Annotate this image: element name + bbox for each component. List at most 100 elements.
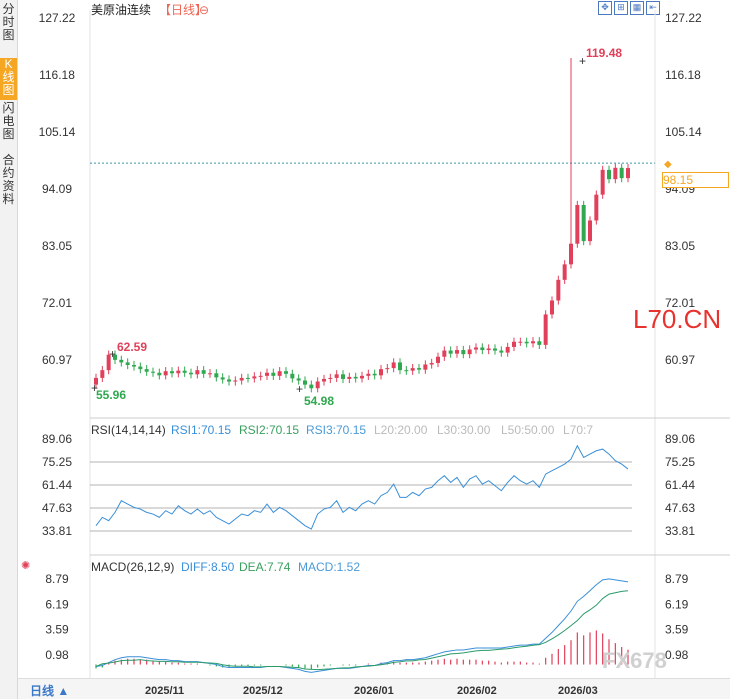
back-icon[interactable]: ⇤ [646,1,660,15]
macd-y-tick-right: 6.19 [665,597,689,611]
candle-body [144,369,149,372]
candle-body [189,372,193,375]
rsi-y-tick: 47.63 [42,501,72,515]
candle-body [467,349,472,355]
circle-icon[interactable]: ⊖ [199,3,210,17]
y-tick-left: 94.09 [42,182,72,196]
candle-body [265,372,269,376]
candle-body [398,362,402,371]
period-toggle[interactable]: 日线 ▲ [30,684,70,698]
rsi-y-tick-right: 61.44 [665,478,695,492]
candle-body [493,348,497,351]
macd-y-tick-right: 3.59 [665,623,689,637]
tab-kline[interactable]: K线图 [0,58,17,100]
candle-body [94,377,98,385]
rsi2-label: RSI2:70.15 [239,423,300,437]
candle-body [284,371,288,374]
candle-body [372,373,377,376]
low2-label: 54.98 [304,394,335,408]
candle-body [201,370,206,374]
candle-body [271,372,276,376]
low1-marker: + [91,381,98,395]
l30-label: L30:30.00 [437,423,491,437]
candle-body [100,370,105,378]
x-tick: 2025/11 [145,685,185,697]
candle-body [239,377,244,381]
dea-label: DEA:7.74 [239,560,291,574]
candle-body [600,169,605,195]
candle-body [246,377,250,379]
candle-body [163,371,168,376]
candle-body [208,373,212,375]
y-tick-left: 60.97 [42,353,72,367]
candle-body [531,341,535,344]
candle-body [353,376,358,379]
dea-line [95,590,629,671]
tab-flash[interactable]: 闪电图 [2,101,15,141]
candle-body [588,220,592,242]
candle-body [448,350,453,354]
candle-body [125,362,130,366]
candle-body [385,368,390,370]
candle-body [455,350,459,354]
candle-body [512,341,516,347]
l50-label: L50:50.00 [501,423,555,437]
candle-body [562,264,567,280]
candle-body [429,362,434,365]
candle-body [290,373,295,379]
candle-body [518,341,523,343]
candle-body [132,365,136,367]
candle-body [442,350,447,357]
high-marker: + [579,54,586,68]
candle-body [195,370,200,375]
settings-icon[interactable]: ✺ [21,560,31,572]
y-tick-left: 105.14 [39,125,76,139]
candle-body [569,243,573,265]
rsi-y-tick-right: 89.06 [665,432,695,446]
candle-body [607,169,611,180]
macd-y-tick: 0.98 [45,648,69,662]
move-icon[interactable]: ✥ [598,1,612,15]
rsi-title: RSI(14,14,14) [91,423,166,437]
candle-body [220,377,225,380]
candle-body [347,376,352,379]
y-tick-left: 72.01 [42,296,72,310]
macd-value-label: MACD:1.52 [298,560,361,574]
macd-title: MACD(26,12,9) [91,560,175,574]
tab-timeshare[interactable]: 分时图 [2,2,15,42]
candle-body [581,204,586,242]
chart-title: 美原油连续 [91,3,152,17]
candle-body [303,380,307,385]
x-tick: 2026/02 [457,685,497,697]
x-tick: 2025/12 [243,685,283,697]
candle-body [626,168,630,179]
mid-label: 62.59 [117,340,148,354]
y-tick-left: 127.22 [39,11,76,25]
zoom-icon[interactable]: ⊞ [614,1,628,15]
candle-body [322,378,326,382]
rsi-y-tick-right: 33.81 [665,524,695,538]
candle-body [410,368,415,371]
candle-body [258,375,263,377]
period-label[interactable]: 【日线】 [159,3,208,17]
candle-body [360,375,364,379]
macd-y-tick-right: 8.79 [665,572,689,586]
x-tick: 2026/03 [558,685,598,697]
candle-body [474,347,478,350]
macd-y-tick: 3.59 [45,623,69,637]
candle-body [315,381,320,389]
y-tick-left: 83.05 [42,239,72,253]
candle-body [543,314,548,345]
mid-marker: + [109,347,116,361]
candle-body [227,379,231,382]
y-tick-right: 105.14 [665,125,702,139]
low2-marker: + [296,382,303,396]
brand-watermark: FX678 [602,648,667,673]
tab-contract[interactable]: 合约资料 [2,153,15,206]
grid-icon[interactable]: ▦ [630,1,644,15]
high-label: 119.48 [586,46,623,60]
candle-body [391,362,396,369]
last-price-tag: 98.15 [662,172,729,188]
candle-body [366,373,371,376]
last-price-arrow: ◆ [664,159,672,170]
